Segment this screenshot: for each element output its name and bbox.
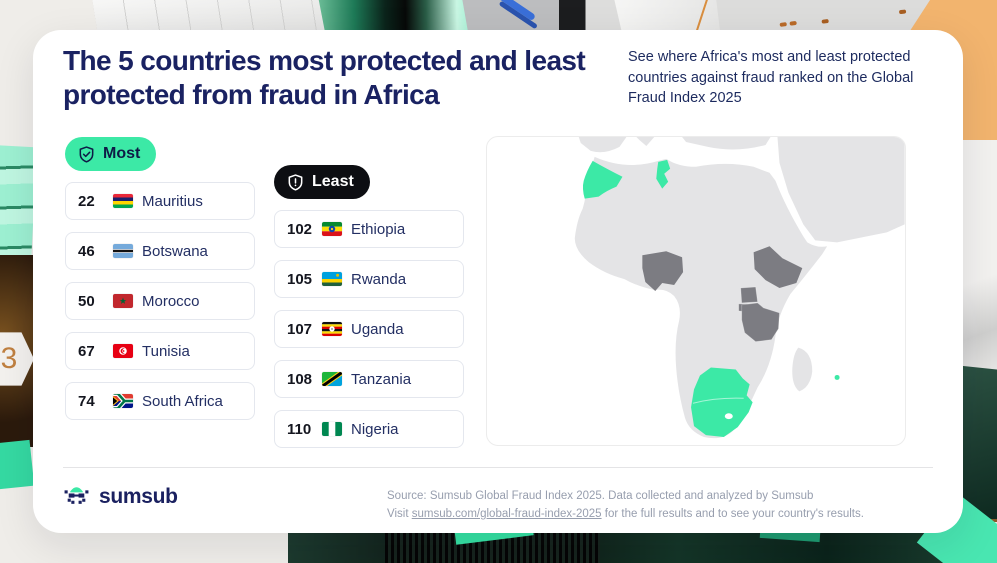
map-morocco (582, 160, 623, 199)
flag-uganda-icon (322, 322, 342, 336)
flag-morocco-icon (113, 294, 133, 308)
map-tunisia (656, 159, 671, 189)
rank-value: 107 (287, 320, 313, 338)
map-nigeria (642, 251, 684, 291)
africa-fraud-map (486, 136, 906, 446)
rank-value: 74 (78, 392, 95, 410)
map-uganda (740, 286, 759, 304)
flag-ethiopia-icon (322, 222, 342, 236)
map-tanzania (741, 302, 780, 343)
map-mauritius (834, 374, 840, 380)
country-name: Ethiopia (351, 220, 406, 238)
flag-tanzania-icon (322, 372, 342, 386)
decor-left-teal-bottom (0, 439, 35, 491)
hexagon-number-text: 3 (0, 342, 18, 375)
sumsub-logo-icon (63, 481, 90, 513)
flag-tunisia-icon (113, 344, 133, 358)
brand-name: sumsub (99, 485, 178, 508)
africa-map-svg (574, 137, 905, 439)
visit-suffix: for the full results and to see your cou… (601, 507, 864, 520)
rank-value: 110 (287, 420, 312, 438)
country-name: Uganda (351, 320, 404, 338)
most-badge-label: Most (103, 145, 141, 162)
fraud-index-link[interactable]: sumsub.com/global-fraud-index-2025 (411, 507, 602, 520)
page-title: The 5 countries most protected and least… (63, 45, 586, 110)
sumsub-logo: sumsub (63, 481, 178, 513)
most-protected-list: 22 Mauritius 46 Botswana 50 Morocco 67 (65, 182, 255, 432)
shield-alert-icon (286, 173, 305, 192)
country-row: 50 Morocco (65, 282, 255, 320)
country-name: Rwanda (351, 270, 407, 288)
infographic-card: The 5 countries most protected and least… (33, 30, 963, 533)
country-name: Nigeria (351, 420, 399, 438)
country-row: 67 Tunisia (65, 332, 255, 370)
rank-value: 22 (78, 192, 95, 210)
flag-nigeria-icon (322, 422, 342, 436)
flag-rwanda-icon (322, 272, 342, 286)
rank-value: 105 (287, 270, 313, 288)
country-row: 22 Mauritius (65, 182, 255, 220)
country-row: 102 Ethiopia (274, 210, 464, 248)
rank-value: 67 (78, 342, 95, 360)
visit-prefix: Visit (387, 507, 412, 520)
flag-botswana-icon (113, 244, 133, 258)
least-badge-label: Least (312, 173, 354, 190)
country-name: Mauritius (142, 192, 203, 210)
source-text: Source: Sumsub Global Fraud Index 2025. … (387, 488, 947, 524)
map-botswana-south-africa (691, 367, 753, 438)
country-row: 105 Rwanda (274, 260, 464, 298)
rank-value: 108 (287, 370, 313, 388)
country-name: Morocco (142, 292, 200, 310)
country-name: Tanzania (351, 370, 412, 388)
least-protected-list: 102 Ethiopia 105 Rwanda 107 Uganda 108 (274, 210, 464, 460)
flag-mauritius-icon (113, 194, 133, 208)
rank-value: 50 (78, 292, 95, 310)
country-name: South Africa (142, 392, 223, 410)
page-subtitle: See where Africa's most and least protec… (628, 49, 914, 107)
source-line1: Source: Sumsub Global Fraud Index 2025. … (387, 490, 814, 502)
country-row: 110 Nigeria (274, 410, 464, 448)
country-name: Botswana (142, 242, 208, 260)
country-row: 107 Uganda (274, 310, 464, 348)
map-ethiopia (753, 246, 803, 289)
most-badge: Most (65, 137, 157, 171)
decor-left-teal-top (0, 144, 38, 266)
rank-value: 46 (78, 242, 95, 260)
rank-value: 102 (287, 220, 313, 238)
flag-south-africa-icon (113, 394, 133, 408)
shield-check-icon (77, 145, 96, 164)
country-row: 46 Botswana (65, 232, 255, 270)
least-badge: Least (274, 165, 370, 199)
country-row: 74 South Africa (65, 382, 255, 420)
footer-divider (63, 467, 933, 468)
country-row: 108 Tanzania (274, 360, 464, 398)
country-name: Tunisia (142, 342, 190, 360)
